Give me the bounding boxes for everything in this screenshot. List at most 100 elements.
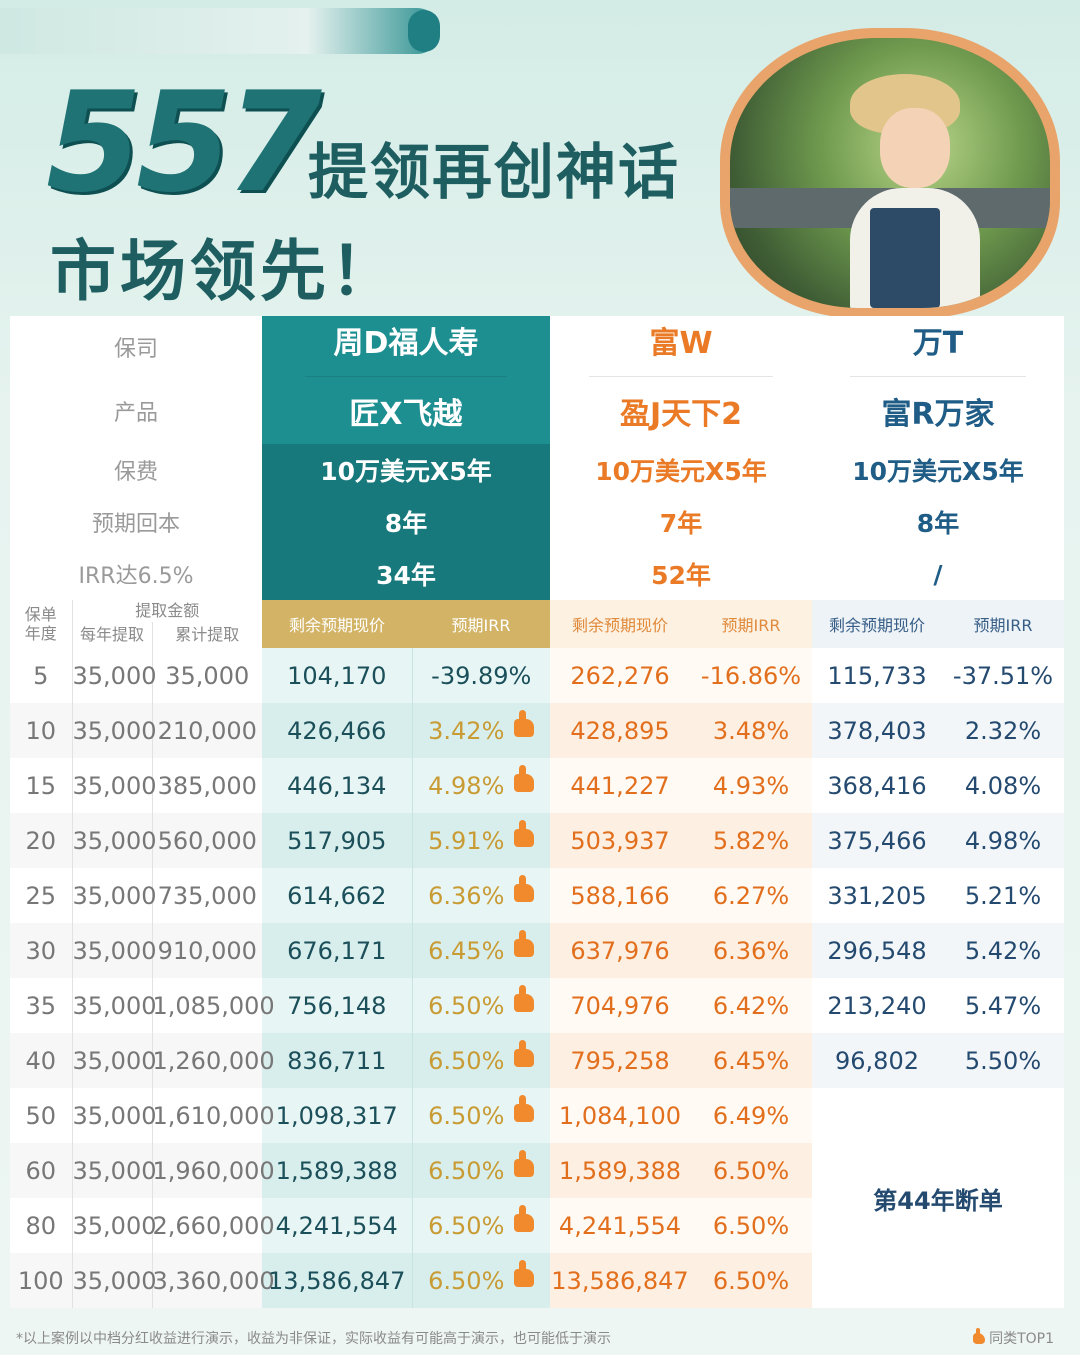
table-row: 35 35,000 1,085,000 756,148 6.50% 704,976 6.42… bbox=[10, 978, 1064, 1033]
policy-year-cell: 50 bbox=[10, 1088, 73, 1143]
annual-withdraw-cell: 35,000 bbox=[72, 1143, 156, 1198]
table-row: 100 35,000 3,360,000 13,586,847 6.50% 13,586,… bbox=[10, 1253, 1064, 1308]
child-reading-photo bbox=[730, 38, 1050, 308]
lapse-note: 第44年断单 bbox=[812, 1088, 1064, 1308]
policy-year-cell: 15 bbox=[10, 758, 73, 813]
product-c: 富R万家 bbox=[812, 378, 1064, 444]
top-decor-cap bbox=[408, 10, 440, 52]
label-insurer: 保司 bbox=[10, 316, 262, 378]
surrender-value-b-cell: 1,589,388 bbox=[550, 1143, 690, 1198]
surrender-value-b-cell: 637,976 bbox=[550, 923, 690, 978]
table-row: 25 35,000 735,000 614,662 6.36% 588,166 6.27% 3… bbox=[10, 868, 1064, 923]
irr-a-cell: 5.91% bbox=[412, 813, 550, 868]
cumulative-withdraw-cell: 3,360,000 bbox=[152, 1253, 275, 1308]
payback-c: 8年 bbox=[812, 496, 1064, 548]
table-row: 40 35,000 1,260,000 836,711 6.50% 795,258 6.45… bbox=[10, 1033, 1064, 1088]
surrender-value-b-cell: 13,586,847 bbox=[550, 1253, 690, 1308]
irr-c-cell: 4.08% bbox=[942, 758, 1064, 813]
surrender-value-b-cell: 1,084,100 bbox=[550, 1088, 690, 1143]
thumbs-up-icon bbox=[514, 819, 535, 847]
annual-withdraw-cell: 35,000 bbox=[72, 923, 156, 978]
surrender-value-c-cell: 378,403 bbox=[812, 703, 942, 758]
irr-b-cell: 6.49% bbox=[690, 1088, 812, 1143]
surrender-value-a-cell: 836,711 bbox=[262, 1033, 413, 1088]
policy-year-cell: 100 bbox=[10, 1253, 73, 1308]
irr-c-cell: 5.50% bbox=[942, 1033, 1064, 1088]
table-row: 20 35,000 560,000 517,905 5.91% 503,937 5.82% 3… bbox=[10, 813, 1064, 868]
table-row: 10 35,000 210,000 426,466 3.42% 428,895 3.48% 3… bbox=[10, 703, 1064, 758]
surrender-value-b-cell: 428,895 bbox=[550, 703, 690, 758]
irr-a-cell: 6.50% bbox=[412, 1143, 550, 1198]
annual-withdraw-cell: 35,000 bbox=[72, 868, 156, 923]
irr-c-cell: 4.98% bbox=[942, 813, 1064, 868]
cumulative-withdraw-cell: 35,000 bbox=[152, 648, 262, 703]
thumbs-up-icon bbox=[514, 984, 535, 1012]
table-row: 30 35,000 910,000 676,171 6.45% 637,976 6.36% 2… bbox=[10, 923, 1064, 978]
irr-b-cell: 3.48% bbox=[690, 703, 812, 758]
irr-c-cell: 5.21% bbox=[942, 868, 1064, 923]
cumulative-withdraw-cell: 1,085,000 bbox=[152, 978, 275, 1033]
payback-b: 7年 bbox=[550, 496, 812, 548]
surrender-value-a-cell: 13,586,847 bbox=[262, 1253, 413, 1308]
irr-a-cell: 6.50% bbox=[412, 1253, 550, 1308]
label-policy-year: 保单年度 bbox=[10, 600, 73, 648]
insurer-c: 万T bbox=[812, 316, 1064, 378]
insurer-b: 富W bbox=[550, 316, 812, 378]
table-row: 5 35,000 35,000 104,170 -39.89% 262,276 -16.86… bbox=[10, 648, 1064, 703]
label-product: 产品 bbox=[10, 378, 262, 444]
surrender-value-a-cell: 676,171 bbox=[262, 923, 413, 978]
policy-year-cell: 60 bbox=[10, 1143, 73, 1198]
surrender-value-b-cell: 795,258 bbox=[550, 1033, 690, 1088]
annual-withdraw-cell: 35,000 bbox=[72, 648, 156, 703]
irr-c-cell: 5.42% bbox=[942, 923, 1064, 978]
irr-a-cell: 6.50% bbox=[412, 978, 550, 1033]
cumulative-withdraw-cell: 560,000 bbox=[152, 813, 262, 868]
irr-b-cell: 6.36% bbox=[690, 923, 812, 978]
surrender-value-a-cell: 446,134 bbox=[262, 758, 413, 813]
thumbs-up-icon bbox=[514, 1149, 535, 1177]
surrender-value-c-cell: 368,416 bbox=[812, 758, 942, 813]
annual-withdraw-cell: 35,000 bbox=[72, 813, 156, 868]
irr-year-a: 34年 bbox=[262, 548, 550, 600]
surrender-value-b-cell: 262,276 bbox=[550, 648, 690, 703]
premium-b: 10万美元X5年 bbox=[550, 444, 812, 496]
irr-b-cell: 6.27% bbox=[690, 868, 812, 923]
thumbs-up-icon bbox=[514, 709, 535, 737]
thumbs-up-icon bbox=[514, 1259, 535, 1287]
surrender-value-a-cell: 517,905 bbox=[262, 813, 413, 868]
irr-b-cell: 6.50% bbox=[690, 1198, 812, 1253]
cumulative-withdraw-cell: 735,000 bbox=[152, 868, 262, 923]
irr-year-b: 52年 bbox=[550, 548, 812, 600]
payback-a: 8年 bbox=[262, 496, 550, 548]
thumbs-up-icon bbox=[514, 929, 535, 957]
irr-b-cell: 4.93% bbox=[690, 758, 812, 813]
annual-withdraw-cell: 35,000 bbox=[72, 1088, 156, 1143]
policy-year-cell: 35 bbox=[10, 978, 73, 1033]
surrender-value-c-cell: 115,733 bbox=[812, 648, 942, 703]
policy-year-cell: 25 bbox=[10, 868, 73, 923]
irr-a-cell: 6.50% bbox=[412, 1088, 550, 1143]
insurer-a: 周D福人寿 bbox=[262, 316, 550, 378]
photo-frame bbox=[720, 28, 1060, 318]
product-b: 盈J天下2 bbox=[550, 378, 812, 444]
surrender-value-b-cell: 4,241,554 bbox=[550, 1198, 690, 1253]
annual-withdraw-cell: 35,000 bbox=[72, 978, 156, 1033]
irr-b-cell: 5.82% bbox=[690, 813, 812, 868]
thumbs-up-icon bbox=[514, 764, 535, 792]
policy-year-cell: 40 bbox=[10, 1033, 73, 1088]
annual-withdraw-cell: 35,000 bbox=[72, 1033, 156, 1088]
cumulative-withdraw-cell: 1,260,000 bbox=[152, 1033, 275, 1088]
irr-b-cell: 6.42% bbox=[690, 978, 812, 1033]
surrender-value-a-cell: 614,662 bbox=[262, 868, 413, 923]
col-surrender-c: 剩余预期现价 bbox=[812, 600, 942, 648]
headline-subtitle: 市场领先！ bbox=[50, 233, 400, 310]
cumulative-withdraw-cell: 2,660,000 bbox=[152, 1198, 275, 1253]
comparison-table: 保司 周D福人寿 富W 万T 产品 匠X飞越 盈J天下2 富R万家 保费 10万… bbox=[10, 316, 1064, 1308]
surrender-value-c-cell: 213,240 bbox=[812, 978, 942, 1033]
surrender-value-a-cell: 756,148 bbox=[262, 978, 413, 1033]
surrender-value-a-cell: 1,098,317 bbox=[262, 1088, 413, 1143]
premium-c: 10万美元X5年 bbox=[812, 444, 1064, 496]
product-a: 匠X飞越 bbox=[262, 378, 550, 444]
cumulative-withdraw-cell: 210,000 bbox=[152, 703, 262, 758]
annual-withdraw-cell: 35,000 bbox=[72, 1253, 156, 1308]
